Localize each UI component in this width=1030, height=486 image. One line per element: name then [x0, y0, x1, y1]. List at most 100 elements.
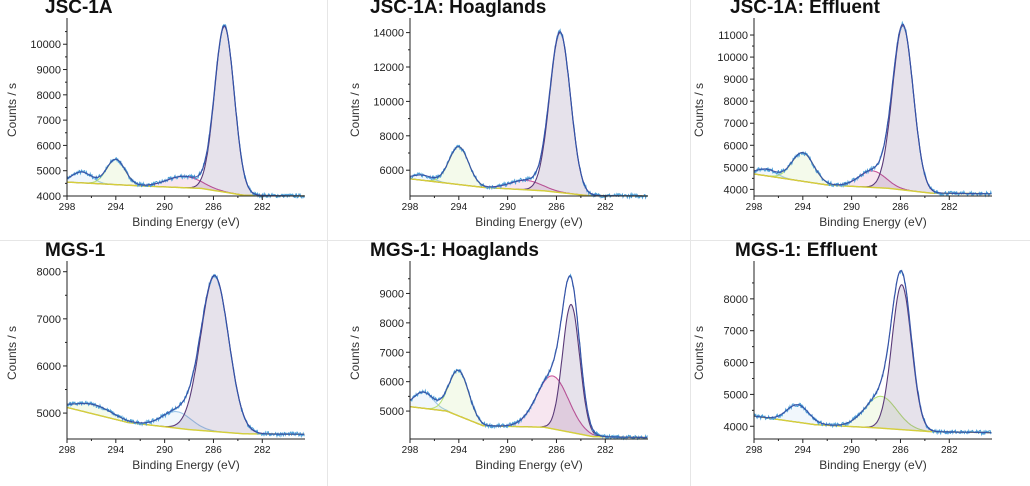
x-tick-label: 298: [746, 202, 763, 213]
chart-panel: JSC-1A 298 294 290 286 282 4000 5000 6000 7000 800…: [0, 0, 343, 243]
x-tick-label: 298: [59, 202, 76, 213]
envelope-line: [67, 274, 305, 435]
x-tick-label: 282: [254, 202, 271, 213]
x-tick-label: 298: [746, 445, 763, 456]
y-axis-label: Counts / s: [348, 326, 362, 380]
y-tick-label: 6000: [37, 361, 61, 373]
peak-fill-1: [67, 159, 305, 196]
y-tick-label: 11000: [718, 30, 748, 42]
y-tick-label: 5000: [724, 162, 748, 174]
y-tick-label: 12000: [373, 62, 404, 74]
y-tick-label: 8000: [724, 96, 748, 108]
peak-fill-2: [67, 176, 305, 196]
x-tick-label: 282: [597, 445, 614, 456]
x-tick-label: 298: [59, 445, 76, 456]
chart-title: JSC-1A: [45, 0, 113, 18]
x-tick-label: 290: [843, 202, 860, 213]
peak-fill-1: [754, 396, 992, 433]
y-tick-label: 7000: [724, 118, 748, 130]
y-axis-label: Counts / s: [348, 83, 362, 137]
chart-svg: 298 294 290 286 282 5000 6000 7000 8000 9000 Bindi…: [348, 261, 648, 472]
y-tick-label: 10000: [373, 96, 404, 108]
chart-title: MGS-1: [45, 240, 106, 261]
x-tick-label: 290: [499, 202, 516, 213]
chart-svg: 298 294 290 286 282 6000 8000 10000 12000 14000 Bi…: [348, 18, 648, 229]
x-tick-label: 294: [794, 445, 811, 456]
x-axis-label: Binding Energy (eV): [132, 458, 239, 472]
y-tick-label: 6000: [724, 140, 748, 152]
y-tick-label: 8000: [380, 131, 404, 143]
x-axis-label: Binding Energy (eV): [819, 215, 926, 229]
y-tick-label: 5000: [724, 389, 748, 401]
x-tick-label: 294: [107, 202, 124, 213]
panel-divider: [690, 0, 691, 486]
peak-fill-2: [410, 178, 648, 196]
y-axis-label: Counts / s: [5, 83, 19, 137]
peak-fill-2: [754, 170, 992, 194]
x-tick-label: 282: [941, 445, 958, 456]
chart-panel: MGS-1: Effluent 298 294 290 286 282 4000 5000 60…: [687, 240, 1030, 486]
peak-component-3: [67, 25, 305, 197]
chart-svg: 298 294 290 286 282 5000 6000 7000 8000 Binding E…: [5, 261, 305, 472]
y-tick-label: 7000: [380, 347, 404, 359]
y-axis-label: Counts / s: [692, 326, 706, 380]
chart-panel: JSC-1A: Hoaglands 298 294 290 286 282 6000 8000…: [343, 0, 686, 243]
x-tick-label: 294: [450, 445, 467, 456]
x-tick-label: 290: [156, 202, 173, 213]
x-tick-label: 290: [843, 445, 860, 456]
x-tick-label: 286: [892, 202, 909, 213]
chart-title: JSC-1A: Effluent: [730, 0, 880, 18]
panel-divider: [327, 0, 328, 486]
x-tick-label: 286: [548, 445, 565, 456]
y-tick-label: 7000: [724, 326, 748, 338]
chart-panel: MGS-1 298 294 290 286 282 5000 6000 7000 8000 Bind…: [0, 240, 343, 486]
chart-title: JSC-1A: Hoaglands: [370, 0, 547, 18]
peak-fill-1: [67, 407, 305, 435]
y-tick-label: 6000: [380, 165, 404, 177]
chart-svg: 298 294 290 286 282 4000 5000 6000 7000 8000 9000 1…: [692, 18, 992, 229]
y-tick-label: 9000: [724, 74, 748, 86]
y-tick-label: 8000: [724, 294, 748, 306]
x-axis-label: Binding Energy (eV): [475, 215, 582, 229]
x-axis-label: Binding Energy (eV): [819, 458, 926, 472]
y-tick-label: 10000: [717, 52, 748, 64]
y-tick-label: 4000: [724, 184, 748, 196]
x-tick-label: 298: [402, 445, 419, 456]
y-tick-label: 10000: [30, 39, 61, 51]
y-tick-label: 9000: [380, 288, 404, 300]
x-tick-label: 290: [156, 445, 173, 456]
y-tick-label: 6000: [380, 377, 404, 389]
x-tick-label: 294: [794, 202, 811, 213]
x-tick-label: 282: [254, 445, 271, 456]
y-tick-label: 7000: [37, 314, 61, 326]
peak-fill-1: [410, 370, 648, 438]
envelope-line: [754, 270, 992, 434]
y-tick-label: 8000: [37, 90, 61, 102]
envelope-line: [66, 25, 305, 197]
x-tick-label: 286: [205, 445, 222, 456]
chart-panel: MGS-1: Hoaglands 298 294 290 286 282 5000 6000 7…: [343, 240, 686, 486]
y-axis-label: Counts / s: [692, 83, 706, 137]
chart-svg: 298 294 290 286 282 4000 5000 6000 7000 8000 9000 1…: [5, 18, 305, 229]
y-tick-label: 6000: [724, 358, 748, 370]
peak-fill-0: [754, 404, 992, 433]
y-tick-label: 5000: [380, 406, 404, 418]
x-tick-label: 294: [107, 445, 124, 456]
peak-fill-2: [410, 375, 648, 438]
chart-title: MGS-1: Effluent: [735, 240, 878, 261]
chart-svg: 298 294 290 286 282 4000 5000 6000 7000 8000 Bindi…: [692, 261, 992, 472]
x-tick-label: 290: [499, 445, 516, 456]
data-line: [66, 23, 305, 200]
chart-panel: JSC-1A: Effluent 298 294 290 286 282 4000 5000 6…: [687, 0, 1030, 243]
y-tick-label: 4000: [724, 421, 748, 433]
x-tick-label: 282: [597, 202, 614, 213]
y-axis-label: Counts / s: [5, 326, 19, 380]
y-tick-label: 8000: [380, 318, 404, 330]
chart-title: MGS-1: Hoaglands: [370, 240, 539, 261]
x-tick-label: 282: [941, 202, 958, 213]
x-axis-label: Binding Energy (eV): [132, 215, 239, 229]
y-tick-label: 5000: [37, 166, 61, 178]
y-tick-label: 9000: [37, 65, 61, 77]
x-axis-label: Binding Energy (eV): [475, 458, 582, 472]
x-tick-label: 294: [450, 202, 467, 213]
